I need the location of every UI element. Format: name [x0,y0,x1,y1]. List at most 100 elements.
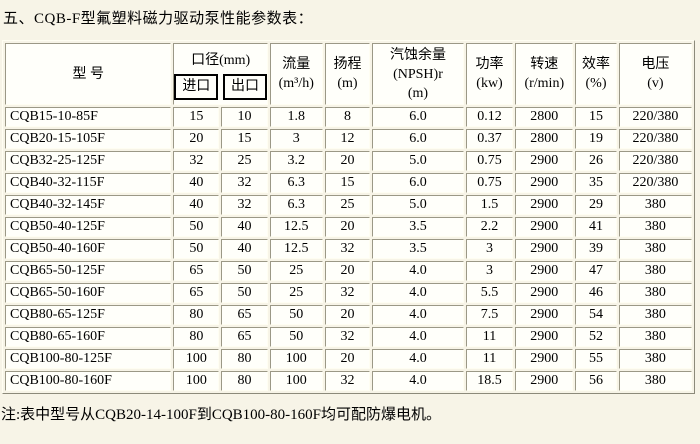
cell-model: CQB100-80-160F [5,371,172,391]
cell-npsh: 4.0 [372,371,464,391]
table-row: CQB100-80-125F 100 80 100 20 4.0 11 2900 55 380 [5,349,692,369]
cell-volt: 220/380 [618,151,692,171]
cell-head: 32 [324,371,371,391]
cell-eff: 55 [575,349,617,369]
cell-outlet: 50 [221,261,268,281]
col-header-voltage: 电压 (v) [618,43,692,105]
cell-head: 8 [324,107,371,127]
cell-speed: 2900 [515,239,574,259]
cell-power: 3 [465,261,514,281]
header-row: 型 号 口径(mm) 进口 出口 流量 (m³/h) 扬程 (m) 汽蚀余量 (… [5,43,692,105]
cell-volt: 380 [618,239,692,259]
cell-model: CQB80-65-125F [5,305,172,325]
cell-model: CQB50-40-125F [5,217,172,237]
cell-power: 0.75 [465,151,514,171]
cell-head: 20 [324,261,371,281]
cell-power: 2.2 [465,217,514,237]
cell-npsh: 4.0 [372,349,464,369]
cell-head: 20 [324,151,371,171]
cell-npsh: 4.0 [372,283,464,303]
cell-head: 12 [324,129,371,149]
cell-head: 32 [324,239,371,259]
table-row: CQB65-50-125F 65 50 25 20 4.0 3 2900 47 380 [5,261,692,281]
cell-power: 1.5 [465,195,514,215]
cell-model: CQB20-15-105F [5,129,172,149]
cell-outlet: 10 [221,107,268,127]
cell-volt: 380 [618,349,692,369]
col-header-power: 功率 (kw) [465,43,514,105]
outlet-header-box: 出口 [223,74,267,100]
cell-npsh: 6.0 [372,107,464,127]
cell-speed: 2900 [515,371,574,391]
pump-specs-table: 型 号 口径(mm) 进口 出口 流量 (m³/h) 扬程 (m) 汽蚀余量 (… [2,40,695,394]
cell-outlet: 32 [221,173,268,193]
cell-speed: 2800 [515,129,574,149]
cell-model: CQB40-32-145F [5,195,172,215]
cell-head: 20 [324,349,371,369]
table-row: CQB65-50-160F 65 50 25 32 4.0 5.5 2900 46 380 [5,283,692,303]
cell-flow: 6.3 [269,173,323,193]
cell-flow: 100 [269,349,323,369]
cell-speed: 2900 [515,151,574,171]
cell-flow: 25 [269,283,323,303]
cell-volt: 380 [618,283,692,303]
cell-head: 15 [324,173,371,193]
cell-npsh: 5.0 [372,151,464,171]
cell-npsh: 4.0 [372,327,464,347]
cell-power: 7.5 [465,305,514,325]
cell-power: 0.12 [465,107,514,127]
cell-head: 25 [324,195,371,215]
cell-power: 11 [465,349,514,369]
col-header-diameter: 口径(mm) 进口 出口 [173,43,268,105]
cell-outlet: 40 [221,217,268,237]
cell-head: 32 [324,283,371,303]
cell-outlet: 65 [221,327,268,347]
cell-eff: 39 [575,239,617,259]
cell-model: CQB100-80-125F [5,349,172,369]
cell-power: 11 [465,327,514,347]
cell-model: CQB65-50-125F [5,261,172,281]
cell-volt: 380 [618,327,692,347]
cell-inlet: 50 [173,239,220,259]
cell-flow: 1.8 [269,107,323,127]
cell-speed: 2900 [515,195,574,215]
cell-model: CQB50-40-160F [5,239,172,259]
cell-flow: 12.5 [269,239,323,259]
cell-volt: 380 [618,217,692,237]
cell-inlet: 65 [173,261,220,281]
table-row: CQB32-25-125F 32 25 3.2 20 5.0 0.75 2900 26 220/3… [5,151,692,171]
cell-volt: 220/380 [618,129,692,149]
cell-eff: 26 [575,151,617,171]
cell-speed: 2900 [515,283,574,303]
cell-power: 0.75 [465,173,514,193]
table-row: CQB100-80-160F 100 80 100 32 4.0 18.5 2900 56 380 [5,371,692,391]
cell-outlet: 40 [221,239,268,259]
cell-npsh: 5.0 [372,195,464,215]
cell-power: 0.37 [465,129,514,149]
cell-outlet: 25 [221,151,268,171]
cell-volt: 220/380 [618,173,692,193]
cell-inlet: 80 [173,327,220,347]
col-header-speed: 转速 (r/min) [515,43,574,105]
cell-volt: 220/380 [618,107,692,127]
col-header-flow: 流量 (m³/h) [269,43,323,105]
cell-eff: 46 [575,283,617,303]
cell-model: CQB32-25-125F [5,151,172,171]
cell-speed: 2900 [515,305,574,325]
table-header: 型 号 口径(mm) 进口 出口 流量 (m³/h) 扬程 (m) 汽蚀余量 (… [5,43,692,105]
cell-inlet: 15 [173,107,220,127]
cell-flow: 6.3 [269,195,323,215]
cell-inlet: 100 [173,349,220,369]
cell-eff: 29 [575,195,617,215]
cell-inlet: 65 [173,283,220,303]
cell-eff: 41 [575,217,617,237]
cell-outlet: 50 [221,283,268,303]
cell-outlet: 80 [221,349,268,369]
cell-outlet: 15 [221,129,268,149]
cell-speed: 2900 [515,261,574,281]
cell-flow: 3 [269,129,323,149]
cell-npsh: 4.0 [372,305,464,325]
cell-volt: 380 [618,195,692,215]
table-row: CQB80-65-160F 80 65 50 32 4.0 11 2900 52 380 [5,327,692,347]
